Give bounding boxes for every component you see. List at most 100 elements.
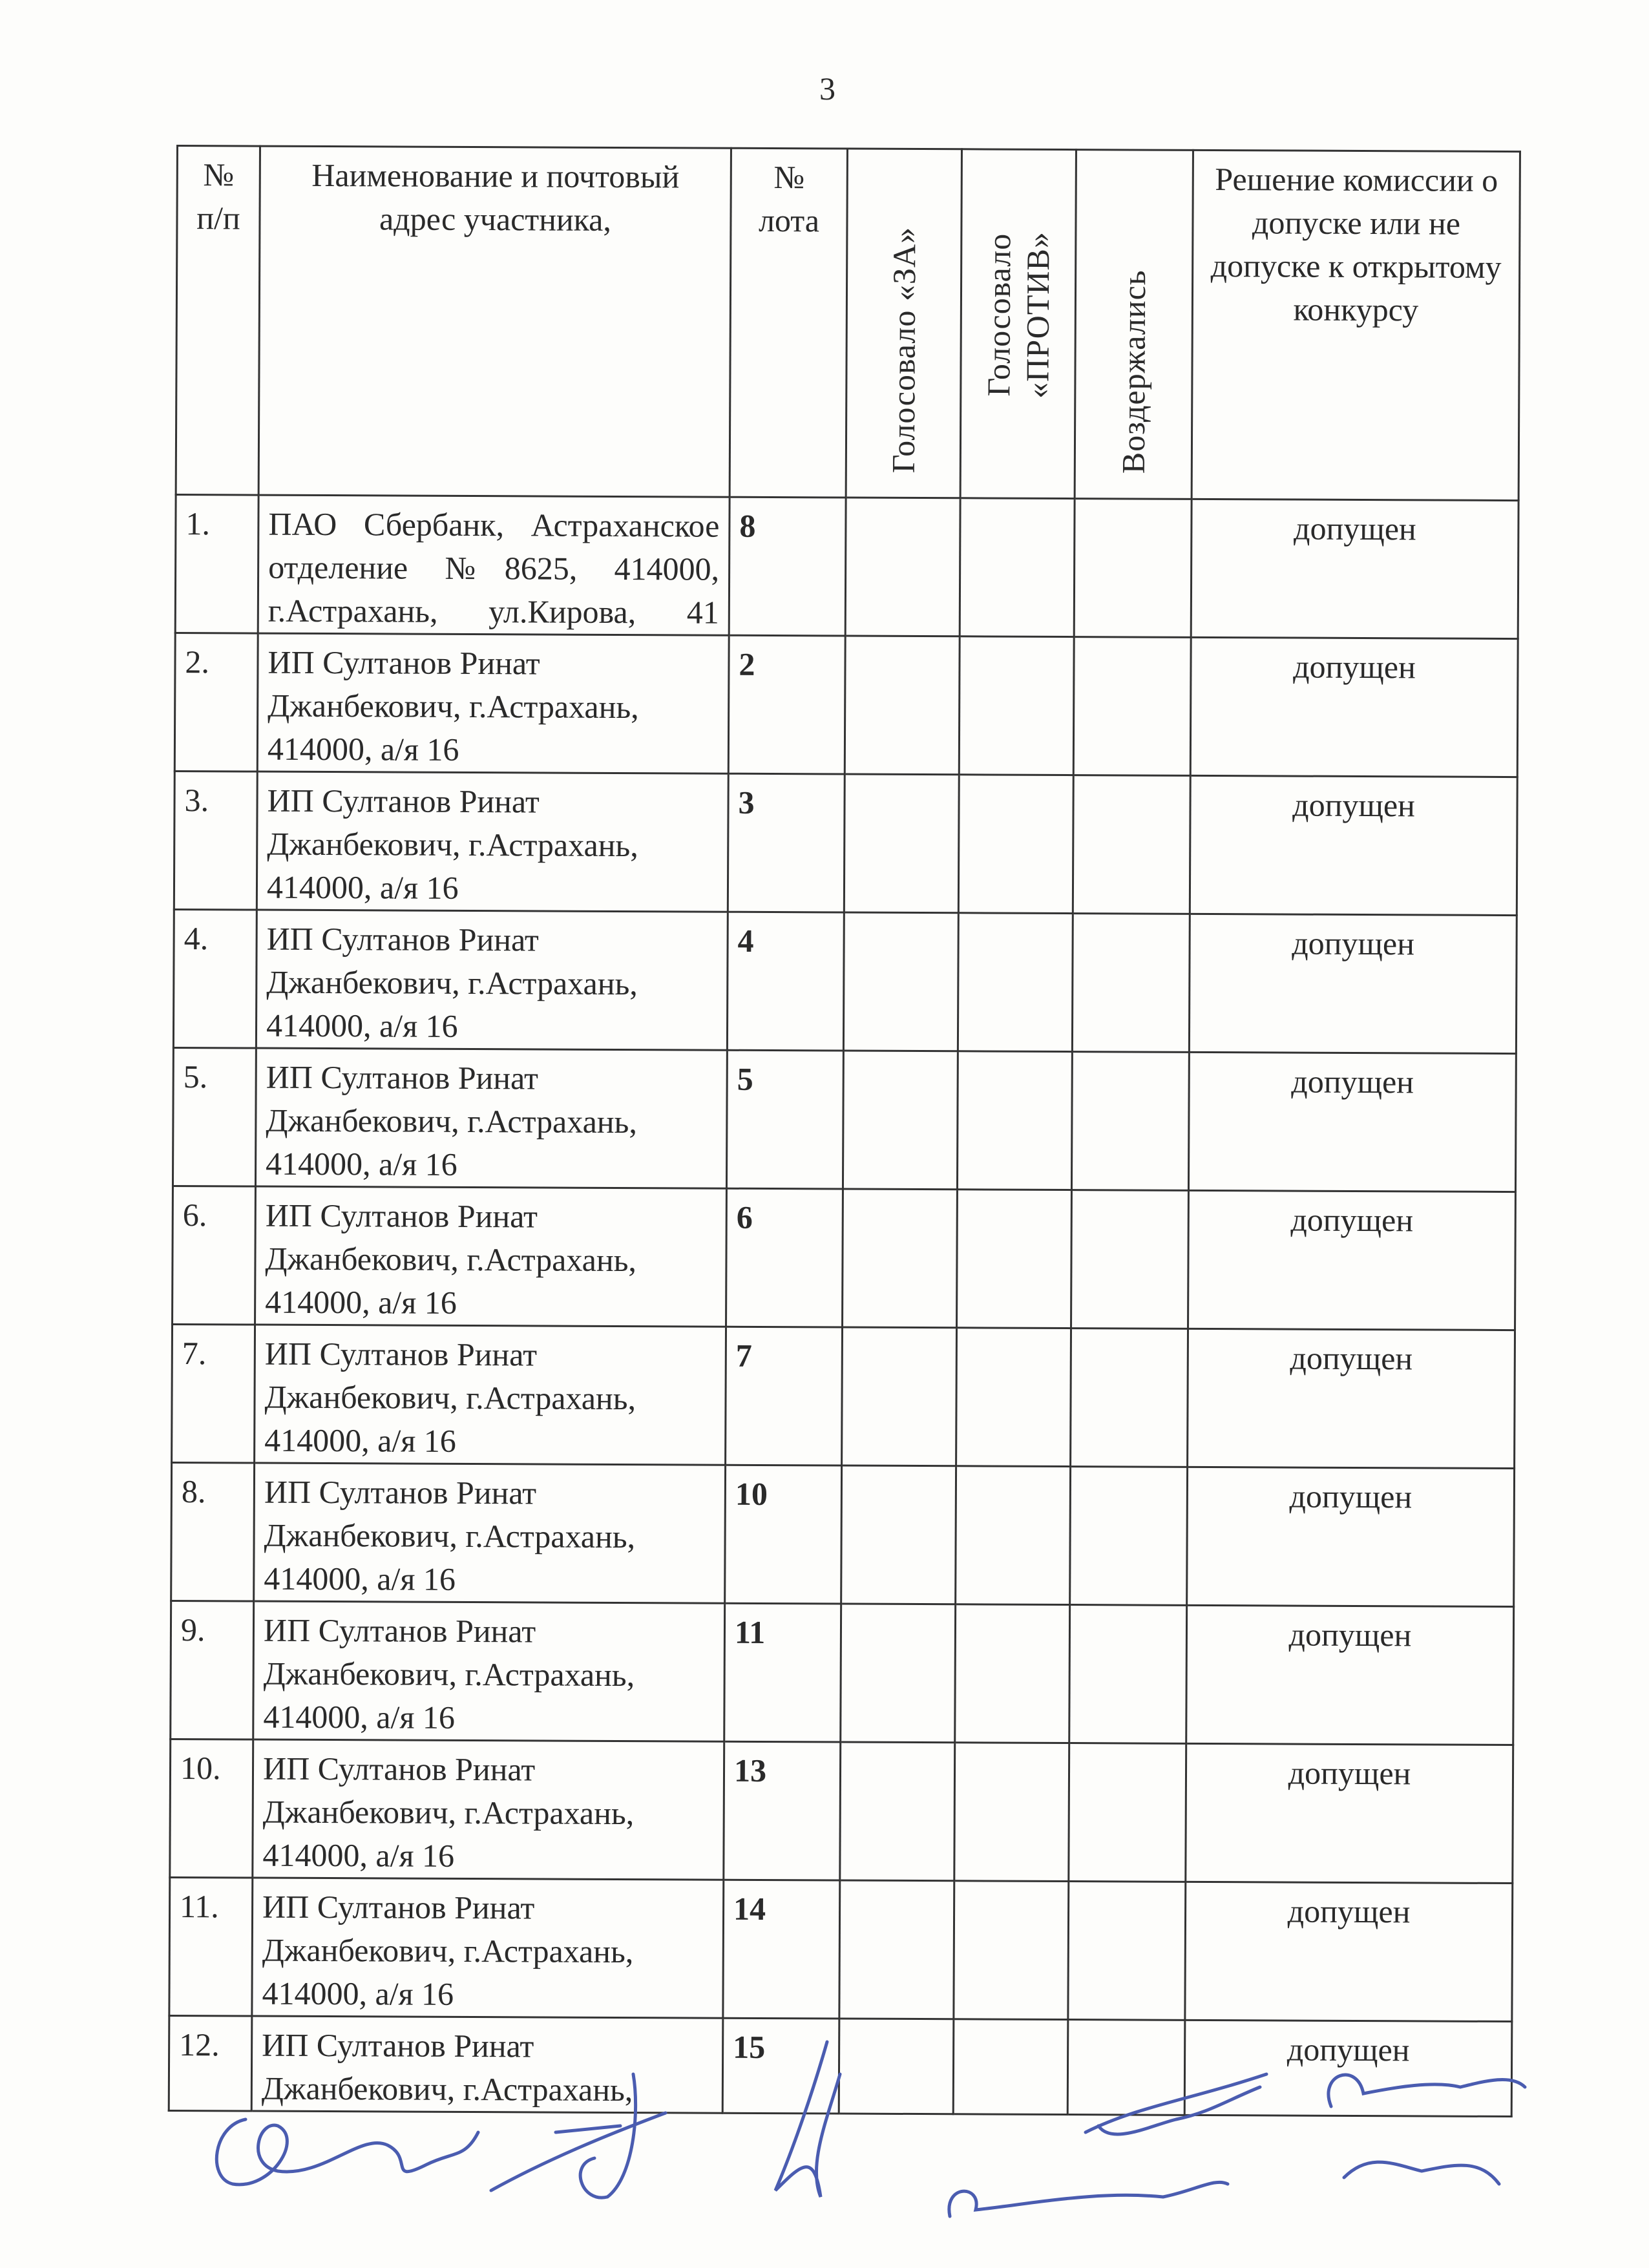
row-num: 8. [171,1462,255,1602]
participant-name: ИП Султанов Ринат Джанбекович, г.Астраха… [253,1463,726,1604]
page-number: 3 [819,70,835,107]
table-row: 10. ИП Султанов Ринат Джанбекович, г.Астр… [169,1739,1513,1884]
decision: допущен [1188,1052,1517,1192]
row-num: 1. [175,494,259,634]
participant-name: ИП Султанов Ринат Джанбекович, г.Астраха… [252,1739,724,1880]
votes-against [957,1051,1073,1190]
row-num: 4. [173,909,257,1049]
votes-against [960,498,1075,637]
lot-number: 7 [725,1327,843,1466]
header-against: Голосовало «ПРОТИВ» [980,231,1056,399]
decision: допущен [1191,499,1519,639]
row-num: 9. [170,1601,254,1740]
lot-number: 10 [724,1465,842,1604]
participant-name: ИП Султанов Ринат Джанбекович, г.Астраха… [255,1048,728,1189]
participant-name: ИП Султанов Ринат Джанбекович, г.Астраха… [254,1325,726,1465]
participant-name: ИП Султанов Ринат Джанбекович, г.Астраха… [257,633,730,774]
header-decision: Решение комиссии о допуске или не допуск… [1192,150,1520,501]
lot-number: 6 [726,1188,843,1328]
table-row: 9. ИП Султанов Ринат Джанбекович, г.Астра… [170,1601,1514,1745]
abstained [1073,636,1192,776]
votes-against [954,1742,1069,1882]
votes-against [953,1880,1069,2020]
votes-against [958,774,1074,914]
abstained [1073,775,1191,914]
header-for: Голосовало «ЗА» [885,226,923,474]
signature-1 [215,2117,480,2187]
participant-name: ИП Султанов Ринат Джанбекович, г.Астраха… [253,1601,725,1742]
lot-number: 3 [728,773,845,913]
abstained [1069,1466,1188,1606]
table-row: 8. ИП Султанов Ринат Джанбекович, г.Астра… [171,1462,1515,1607]
header-lot: № лота [730,148,848,498]
votes-for [845,636,960,775]
signature-4 [947,2072,1268,2218]
votes-for [844,774,960,913]
table-row: 7. ИП Султанов Ринат Джанбекович, г.Астра… [171,1324,1515,1469]
signature-5 [1327,2073,1527,2186]
votes-against [958,912,1073,1052]
decision: допущен [1188,1190,1516,1330]
participant-name: ИП Султанов Ринат Джанбекович, г.Астраха… [251,1878,724,2019]
decision: допущен [1185,1743,1513,1884]
participant-name: ПАО Сбербанк, Астраханское отделение №86… [258,495,730,636]
table-row: 6. ИП Султанов Ринат Джанбекович, г.Астра… [172,1186,1516,1330]
abstained [1068,1743,1186,1882]
header-num: № п/п [176,145,260,496]
row-num: 2. [174,633,258,772]
lot-number: 2 [728,635,846,775]
row-num: 3. [174,771,258,910]
votes-against [959,636,1075,775]
table-row: 11. ИП Султанов Ринат Джанбекович, г.Астр… [169,1877,1513,2022]
row-num: 7. [171,1324,255,1464]
votes-against [955,1465,1071,1605]
votes-for [839,1742,955,1881]
lot-number: 13 [723,1741,841,1881]
abstained [1071,1190,1189,1329]
votes-for [841,1465,956,1604]
header-abstained: Воздержались [1115,269,1153,474]
votes-for [845,498,961,636]
table-row: 1. ПАО Сбербанк, Астраханское отделение №… [175,494,1519,639]
decision: допущен [1189,914,1517,1054]
abstained [1067,1881,1186,2021]
participants-table: № п/п Наименование и почтовый адрес учас… [168,145,1521,2117]
signature-3 [773,2040,842,2198]
votes-for [839,1880,954,2019]
decision: допущен [1186,1467,1515,1607]
row-num: 11. [169,1877,253,2017]
lot-number: 4 [727,912,845,1051]
votes-against [956,1327,1071,1467]
table-row: 3. ИП Султанов Ринат Джанбекович, г.Астра… [174,771,1518,916]
decision: допущен [1187,1328,1515,1469]
votes-for [841,1327,957,1466]
decision: допущен [1190,775,1518,916]
header-name: Наименование и почтовый адрес участника, [258,146,731,498]
signature-2 [489,2072,667,2200]
decision: допущен [1190,637,1518,777]
table-row: 2. ИП Султанов Ринат Джанбекович, г.Астра… [174,633,1518,777]
votes-for [840,1604,956,1743]
abstained [1071,1051,1190,1191]
votes-for [843,912,959,1051]
table-header-row: № п/п Наименование и почтовый адрес учас… [176,145,1520,501]
lot-number: 11 [724,1603,841,1743]
abstained [1074,498,1192,638]
votes-for [843,1051,958,1190]
participant-name: ИП Султанов Ринат Джанбекович, г.Астраха… [256,910,728,1051]
votes-for [842,1189,958,1328]
row-num: 5. [173,1047,257,1187]
signatures [215,2040,1527,2218]
decision: допущен [1186,1605,1514,1745]
participant-name: ИП Султанов Ринат Джанбекович, г.Астраха… [255,1186,727,1327]
votes-against [956,1189,1072,1328]
decision: допущен [1184,1882,1513,2022]
abstained [1070,1328,1188,1467]
table-row: 5. ИП Султанов Ринат Джанбекович, г.Астра… [173,1047,1517,1192]
row-num: 6. [172,1186,256,1325]
lot-number: 5 [726,1050,844,1190]
participant-name: ИП Султанов Ринат Джанбекович, г.Астраха… [257,772,729,912]
abstained [1069,1604,1187,1744]
votes-against [954,1604,1070,1743]
lot-number: 8 [729,497,846,636]
